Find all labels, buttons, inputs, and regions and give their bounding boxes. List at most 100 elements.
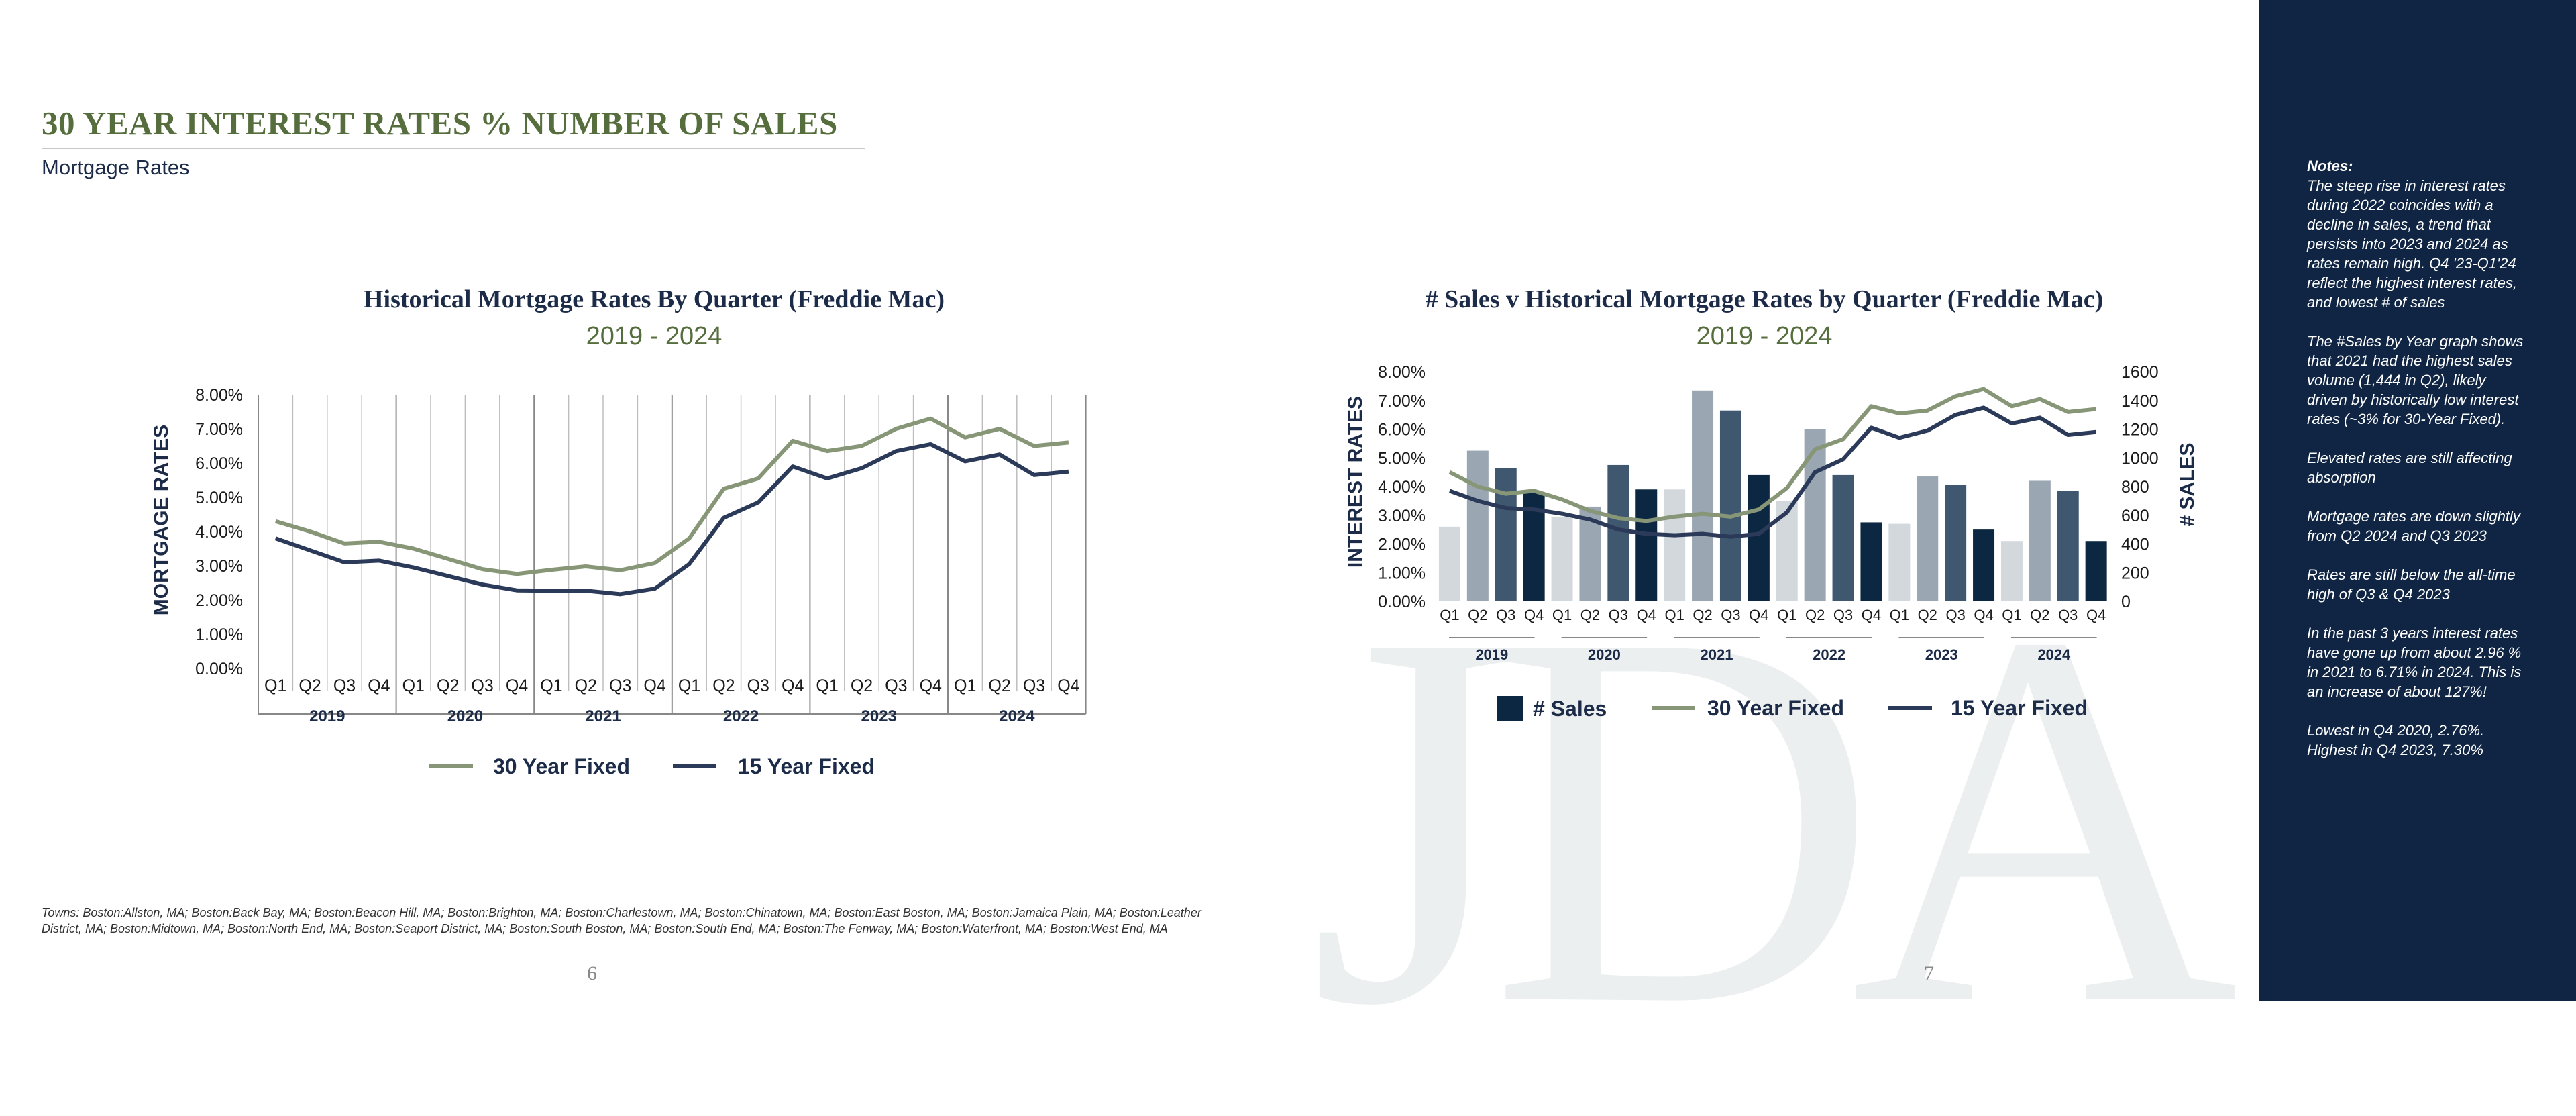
sales-bar — [1438, 526, 1460, 601]
sales-bar — [1860, 522, 1882, 601]
y-tick-label: 1.00% — [1378, 564, 1426, 582]
note-paragraph: Lowest in Q4 2020, 2.76%. Highest in Q4 … — [2307, 722, 2485, 758]
quarter-tick-label: Q2 — [575, 676, 597, 695]
quarter-tick-label: Q3 — [609, 676, 631, 695]
chart1-subtitle: 2019 - 2024 — [586, 322, 722, 350]
series-line-30-year — [274, 416, 1069, 576]
y-tick-label: 2.00% — [195, 591, 243, 610]
legend-label: 15 Year Fixed — [738, 754, 875, 778]
quarter-tick-label: Q3 — [1023, 676, 1045, 695]
series-line-15-year — [274, 442, 1069, 597]
quarter-tick-label: Q1 — [816, 676, 838, 695]
year-tick-label: 2024 — [999, 707, 1035, 725]
sales-bar — [1495, 468, 1517, 601]
note-paragraph: Elevated rates are still affecting absor… — [2307, 450, 2512, 486]
quarter-tick-label: Q4 — [368, 676, 390, 695]
y2-tick-label: 400 — [2121, 536, 2149, 554]
quarter-tick-label: Q1 — [402, 676, 425, 695]
quarter-tick-label: Q3 — [885, 676, 907, 695]
note-paragraph: Mortgage rates are down slightly from Q2… — [2307, 508, 2520, 544]
quarter-tick-label: Q2 — [1805, 607, 1825, 623]
legend-label: 30 Year Fixed — [493, 754, 630, 778]
note-paragraph: In the past 3 years interest rates have … — [2307, 625, 2522, 700]
sales-bar — [1748, 474, 1770, 601]
quarter-tick-label: Q4 — [1862, 607, 1881, 623]
quarter-tick-label: Q3 — [1833, 607, 1853, 623]
year-tick-label: 2024 — [2037, 646, 2071, 663]
notes-panel: Notes: The steep rise in interest rates … — [2307, 156, 2528, 779]
note-paragraph: The steep rise in interest rates during … — [2307, 177, 2518, 311]
quarter-tick-label: Q2 — [2030, 607, 2049, 623]
year-tick-label: 2020 — [1588, 646, 1621, 663]
sales-bar — [1664, 489, 1686, 601]
sales-bar — [1607, 464, 1629, 601]
quarter-tick-label: Q3 — [747, 676, 769, 695]
quarter-tick-label: Q2 — [437, 676, 459, 695]
page-title: 30 YEAR INTEREST RATES % NUMBER OF SALES — [42, 105, 838, 142]
quarter-tick-label: Q1 — [1440, 607, 1459, 623]
quarter-tick-label: Q4 — [782, 676, 804, 695]
quarter-tick-label: Q1 — [540, 676, 562, 695]
legend-label: 15 Year Fixed — [1951, 696, 2088, 720]
series-line-15-year — [1448, 405, 2096, 539]
towns-footnote: Towns: Boston:Allston, MA; Boston:Back B… — [42, 906, 1201, 935]
sales-bar — [2057, 491, 2079, 601]
year-tick-label: 2021 — [1701, 646, 1733, 663]
y-tick-label: 7.00% — [195, 420, 243, 439]
quarter-tick-label: Q2 — [1918, 607, 1937, 623]
y-axis-title: INTEREST RATES — [1344, 396, 1366, 568]
quarter-tick-label: Q3 — [1496, 607, 1515, 623]
quarter-tick-label: Q4 — [506, 676, 528, 695]
y-tick-label: 3.00% — [1378, 507, 1426, 525]
charts-canvas: 0.00% 1.00% 2.00% 3.00% 4.00% 5.00% 6.00% 7.00%… — [150, 363, 2198, 778]
year-tick-label: 2022 — [1813, 646, 1845, 663]
jda-watermark: JDA — [1308, 521, 2239, 1116]
quarter-tick-label: Q4 — [2086, 607, 2106, 623]
chart2-title: # Sales v Historical Mortgage Rates by Q… — [1425, 285, 2104, 313]
chart1-title: Historical Mortgage Rates By Quarter (Fr… — [363, 285, 945, 313]
year-tick-label: 2023 — [861, 707, 897, 725]
year-tick-label: 2021 — [585, 707, 621, 725]
y-tick-label: 2.00% — [1378, 536, 1426, 554]
notes-heading: Notes: — [2307, 158, 2353, 174]
y-tick-label: 6.00% — [195, 454, 243, 473]
sales-bar — [1719, 410, 1741, 601]
quarter-tick-label: Q2 — [1468, 607, 1487, 623]
quarter-tick-label: Q2 — [299, 676, 321, 695]
y2-tick-label: 1000 — [2121, 449, 2159, 468]
quarter-tick-label: Q1 — [954, 676, 976, 695]
legend-label: 30 Year Fixed — [1707, 696, 1844, 720]
sales-bar — [1804, 429, 1826, 601]
year-tick-label: 2019 — [309, 707, 345, 725]
year-tick-label: 2020 — [447, 707, 483, 725]
sales-bar — [1973, 529, 1995, 601]
legend-label: # Sales — [1533, 697, 1607, 721]
quarter-tick-label: Q2 — [1580, 607, 1600, 623]
page-number-left: 6 — [587, 962, 597, 984]
quarter-tick-label: Q2 — [851, 676, 873, 695]
y-tick-label: 0.00% — [1378, 593, 1426, 611]
quarter-tick-label: Q4 — [1637, 607, 1656, 623]
y2-tick-label: 200 — [2121, 564, 2149, 582]
note-paragraph: Rates are still below the all-time high … — [2307, 566, 2516, 603]
y-tick-label: 4.00% — [1378, 478, 1426, 497]
y2-axis-title: # SALES — [2176, 442, 2198, 526]
quarter-tick-label: Q4 — [1057, 676, 1079, 695]
sales-bar — [1917, 476, 1939, 601]
quarter-tick-label: Q1 — [1552, 607, 1572, 623]
quarter-tick-label: Q3 — [1721, 607, 1740, 623]
y-tick-label: 7.00% — [1378, 392, 1426, 411]
sales-bar — [1945, 485, 1967, 601]
y2-tick-label: 600 — [2121, 507, 2149, 525]
quarter-tick-label: Q2 — [988, 676, 1010, 695]
quarter-tick-label: Q4 — [643, 676, 665, 695]
year-tick-label: 2019 — [1475, 646, 1508, 663]
y-tick-label: 8.00% — [195, 386, 243, 405]
y2-tick-label: 1400 — [2121, 392, 2159, 411]
sales-bar — [1466, 450, 1489, 601]
year-tick-label: 2023 — [1925, 646, 1958, 663]
quarter-tick-label: Q1 — [1777, 607, 1796, 623]
sales-bar — [2000, 541, 2023, 601]
y-tick-label: 4.00% — [195, 523, 243, 542]
title-divider — [42, 148, 865, 149]
